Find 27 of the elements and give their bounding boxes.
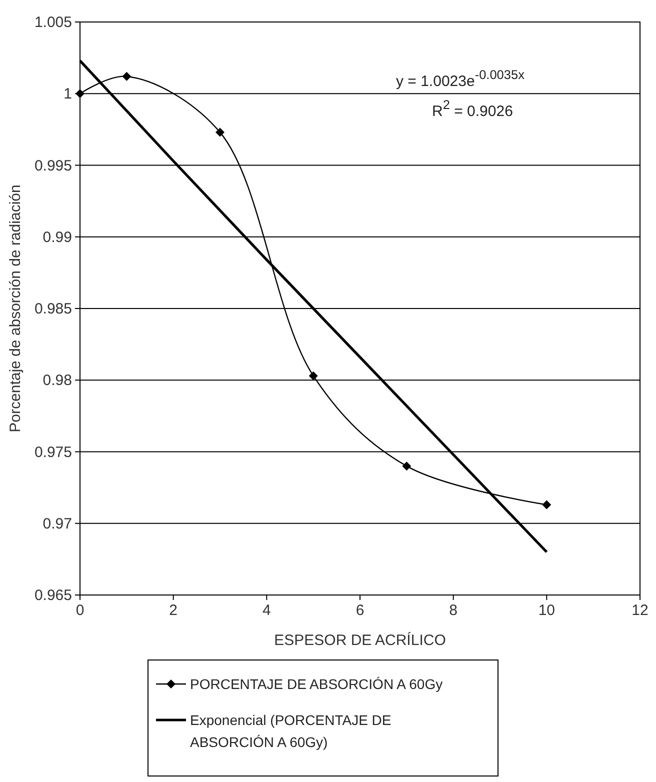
y-tick-label: 0.995 bbox=[34, 157, 72, 174]
y-tick-label: 0.985 bbox=[34, 300, 72, 318]
y-tick-label: 0.965 bbox=[34, 587, 72, 604]
y-tick-label: 1 bbox=[64, 86, 72, 103]
x-tick-label: 2 bbox=[169, 602, 178, 619]
x-tick-label: 4 bbox=[262, 602, 271, 619]
y-axis-title: Porcentaje de absorción de radiación bbox=[7, 184, 24, 432]
legend-label: Exponencial (PORCENTAJE DE ABSORCIÓN A 60Gy) bbox=[190, 712, 392, 750]
point bbox=[308, 371, 318, 380]
x-tick-label: 8 bbox=[449, 602, 458, 619]
y-tick-label: 0.97 bbox=[42, 515, 72, 532]
annotation: y = 1.0023e$^{-0.0035x}$ bbox=[396, 66, 526, 90]
annotation: R$^{2}$ = 0.9026 bbox=[432, 96, 513, 120]
point bbox=[122, 72, 132, 81]
x-axis-title: ESPESOR DE ACRÍLICO bbox=[274, 631, 446, 649]
y-tick-label: 0.99 bbox=[42, 228, 72, 246]
x-tick-label: 10 bbox=[538, 602, 556, 619]
point bbox=[542, 500, 552, 510]
x-tick-label: 6 bbox=[356, 602, 364, 619]
x-tick-label: 12 bbox=[632, 602, 648, 619]
point bbox=[402, 462, 412, 471]
y-tick-label: 0.98 bbox=[42, 372, 72, 390]
legend-label: PORCENTAJE DE ABSORCIÓN A 60Gy bbox=[190, 676, 443, 692]
point bbox=[216, 128, 224, 137]
y-tick-label: 0.975 bbox=[34, 444, 72, 461]
y-tick-label: 1.005 bbox=[34, 14, 72, 31]
x-tick-label: 0 bbox=[76, 602, 84, 619]
